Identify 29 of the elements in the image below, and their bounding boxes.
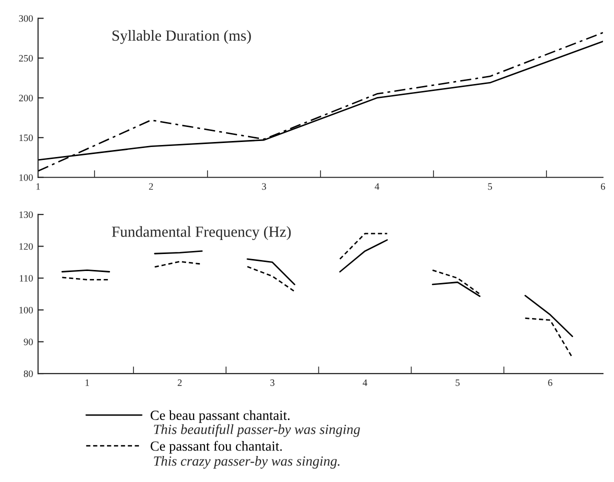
y-tick-label: 90 xyxy=(24,338,33,346)
y-tick-label: 100 xyxy=(19,306,33,314)
text: Syllable Duration (ms) xyxy=(112,30,251,44)
y-tick-label: 300 xyxy=(19,15,33,22)
y-tick-label: 110 xyxy=(20,275,33,282)
x-tick-label: 5 xyxy=(456,379,460,386)
legend-label: Ce beau passant chantait. xyxy=(150,410,290,423)
x-tick-label: 1 xyxy=(86,379,89,386)
x-tick-label: 6 xyxy=(548,379,552,386)
y-tick-label: 150 xyxy=(19,134,33,142)
y-tick-label: 100 xyxy=(19,174,33,181)
text: This crazy passer-by was singing. xyxy=(154,456,340,469)
x-tick-label: 3 xyxy=(270,379,274,386)
x-tick-label: 2 xyxy=(178,379,182,386)
x-tick-label: 6 xyxy=(600,183,606,190)
x-tick-label: 4 xyxy=(374,183,380,190)
y-tick-label: 200 xyxy=(19,94,33,102)
text: Fundamental Frequency (Hz) xyxy=(112,226,291,240)
y-tick-label: 130 xyxy=(19,211,33,218)
text: This beautifull passer-by was singing xyxy=(154,424,360,437)
legend-label: Ce passant fou chantait. xyxy=(150,440,282,454)
x-tick-label: 4 xyxy=(362,379,368,386)
x-tick-label: 1 xyxy=(36,183,40,190)
x-tick-label: 5 xyxy=(488,183,492,190)
y-tick-label: 120 xyxy=(19,243,33,250)
y-tick-label: 250 xyxy=(19,54,33,62)
x-tick-label: 2 xyxy=(149,183,153,190)
x-tick-label: 3 xyxy=(262,183,266,190)
y-tick-label: 80 xyxy=(24,370,33,378)
